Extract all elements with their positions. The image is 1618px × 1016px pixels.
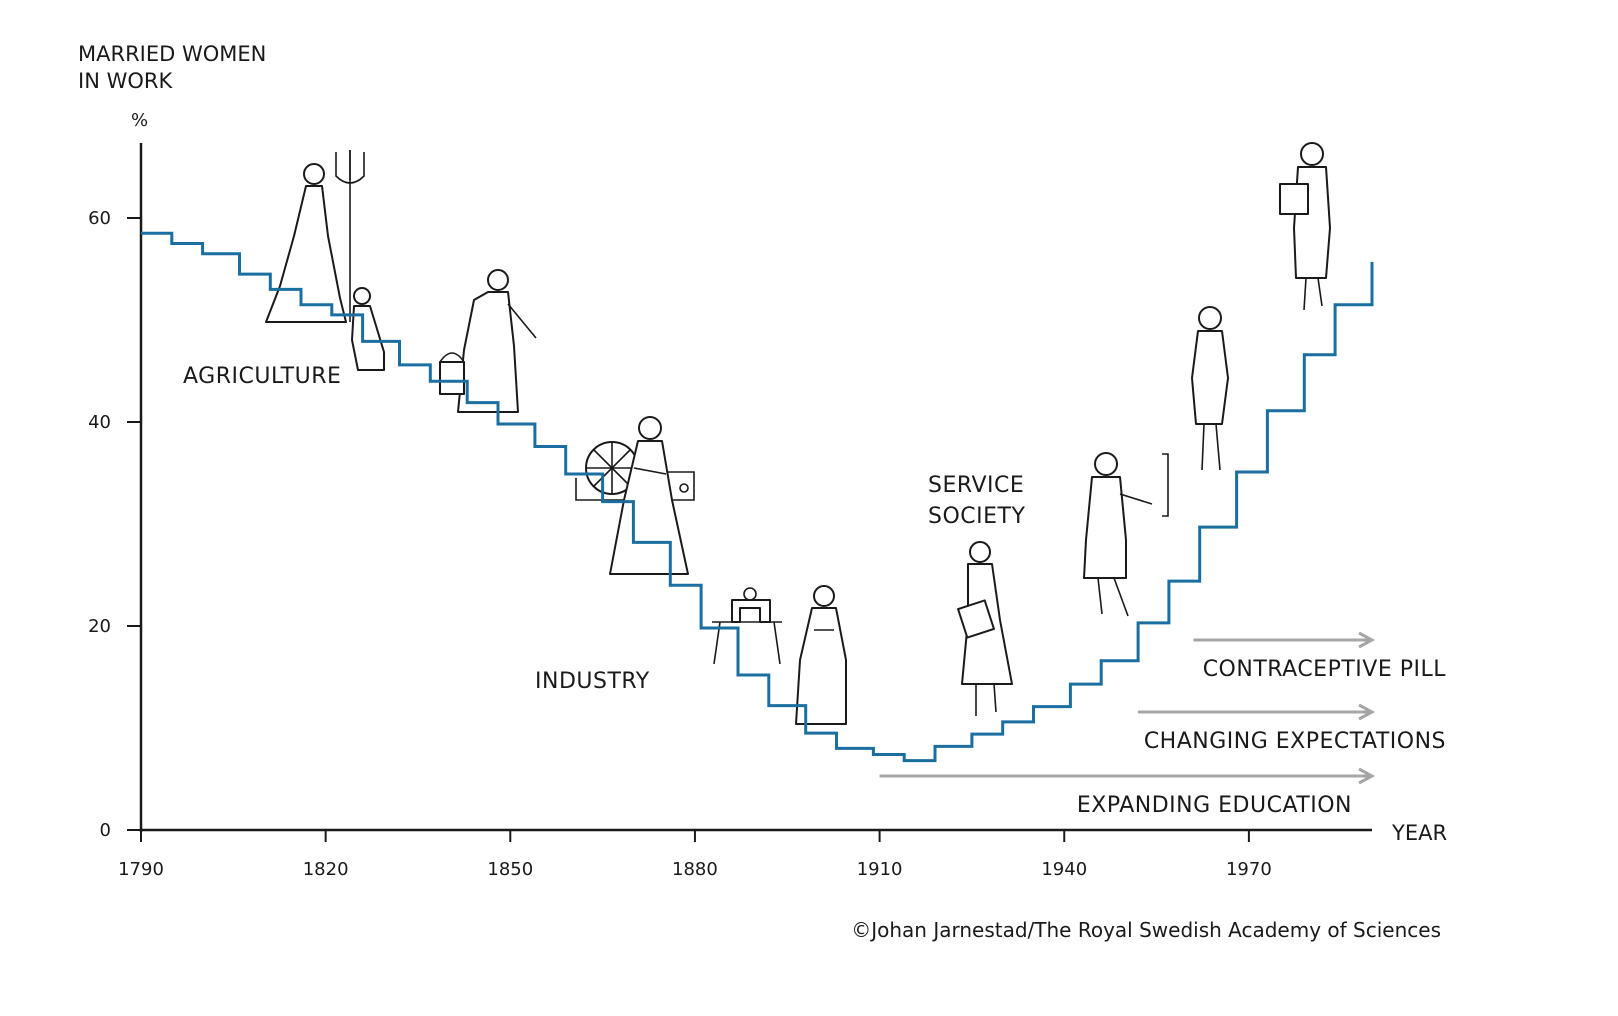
x-tick-label-1850: 1850 (487, 859, 533, 880)
clerk-woman-figure (957, 541, 1013, 716)
driver-label-1: CONTRACEPTIVE PILL (1203, 657, 1447, 682)
y-tick-label-40: 40 (88, 412, 111, 433)
y-axis-title-line-2: IN WORK (78, 69, 173, 93)
seamstress-figure (795, 585, 847, 725)
credit-text: ©Johan Jarnestad/The Royal Swedish Acade… (851, 918, 1441, 942)
sewing-machine-icon (712, 587, 782, 665)
y-axis-title-line-1: MARRIED WOMEN (78, 42, 266, 66)
driver-label-2: CHANGING EXPECTATIONS (1144, 729, 1446, 754)
doctor-woman-figure (1083, 452, 1169, 617)
x-tick-label-1970: 1970 (1226, 859, 1272, 880)
drivers-group: CONTRACEPTIVE PILL CHANGING EXPECTATIONS E… (879, 631, 1447, 818)
office-woman-figure (1191, 306, 1229, 471)
professional-woman-figure (1279, 142, 1331, 311)
x-tick-label-1880: 1880 (672, 859, 718, 880)
spinning-wheel-icon (575, 441, 695, 501)
x-axis-title: YEAR (1391, 821, 1447, 845)
driver-arrowhead-3 (1358, 767, 1376, 785)
y-tick-label-20: 20 (88, 616, 111, 637)
driver-label-3: EXPANDING EDUCATION (1077, 793, 1352, 818)
era-label-industry: INDUSTRY (535, 669, 650, 694)
x-tick-label-1820: 1820 (303, 859, 349, 880)
y-tick-label-0: 0 (100, 820, 111, 841)
x-tick-label-1940: 1940 (1041, 859, 1087, 880)
milkmaid-figure (439, 269, 537, 413)
y-axis-unit: % (131, 110, 148, 131)
series-line-married-women (141, 231, 1374, 763)
x-tick-label-1790: 1790 (118, 859, 164, 880)
driver-arrowhead-2 (1358, 703, 1376, 721)
axis-ticks: 1790 1820 1850 1880 1910 1940 1970 0 20 40 60 (88, 208, 1272, 880)
y-tick-label-60: 60 (88, 208, 111, 229)
agriculture-woman-figure (265, 150, 385, 371)
era-label-service-line-1: SERVICE (928, 473, 1024, 498)
era-label-service-line-2: SOCIETY (928, 504, 1025, 529)
x-tick-label-1910: 1910 (857, 859, 903, 880)
era-label-agriculture: AGRICULTURE (183, 364, 341, 389)
factory-woman-figure (609, 416, 689, 575)
driver-arrowhead-1 (1358, 631, 1376, 649)
